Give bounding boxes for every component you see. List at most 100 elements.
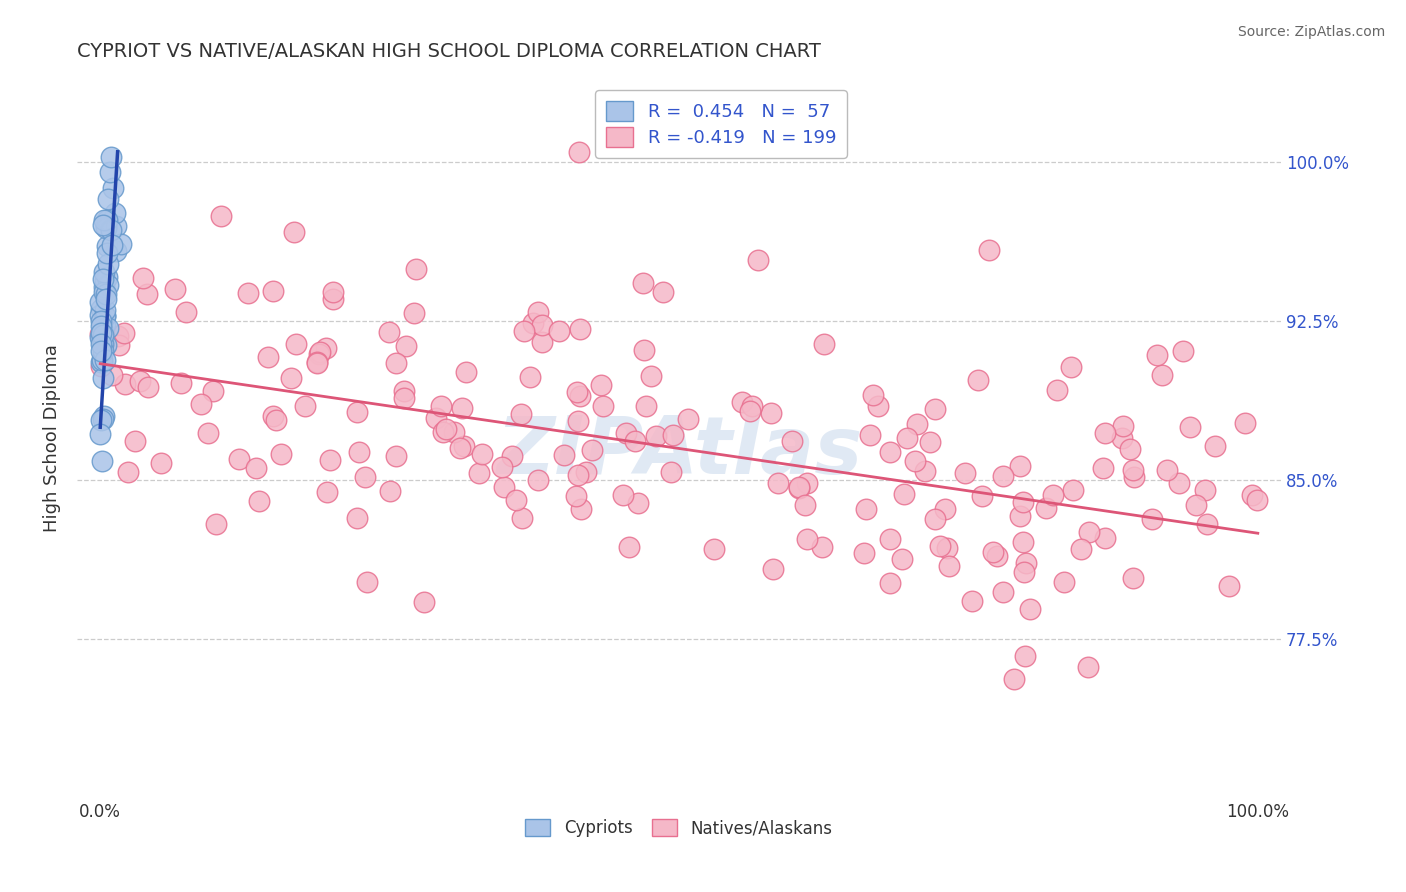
Point <box>928 539 950 553</box>
Point <box>117 465 139 479</box>
Point <box>1156 463 1178 477</box>
Point <box>283 226 305 240</box>
Point <box>346 511 368 525</box>
Point <box>813 337 835 351</box>
Point <box>93 280 115 294</box>
Point <box>94 292 117 306</box>
Point <box>315 341 337 355</box>
Point <box>1241 488 1264 502</box>
Point <box>90 413 112 427</box>
Point <box>262 284 284 298</box>
Point <box>163 282 186 296</box>
Point <box>879 576 901 591</box>
Point <box>170 376 193 390</box>
Point <box>640 369 662 384</box>
Point <box>404 306 426 320</box>
Point <box>953 466 976 480</box>
Point <box>659 465 682 479</box>
Point <box>501 449 523 463</box>
Point <box>97 257 120 271</box>
Point <box>89 294 111 309</box>
Point <box>112 326 135 340</box>
Point <box>96 286 118 301</box>
Point <box>991 469 1014 483</box>
Point <box>1152 368 1174 382</box>
Point <box>97 192 120 206</box>
Point <box>991 585 1014 599</box>
Point <box>90 353 112 368</box>
Point <box>879 532 901 546</box>
Point <box>405 261 427 276</box>
Point <box>981 544 1004 558</box>
Point <box>101 181 124 195</box>
Point <box>425 411 447 425</box>
Point <box>93 352 115 367</box>
Point <box>636 399 658 413</box>
Point <box>651 285 673 299</box>
Point <box>1094 426 1116 441</box>
Point <box>451 401 474 415</box>
Point <box>1046 383 1069 397</box>
Point <box>920 434 942 449</box>
Point <box>896 431 918 445</box>
Point <box>530 318 553 333</box>
Point <box>624 434 647 449</box>
Point <box>569 502 592 516</box>
Point <box>468 466 491 480</box>
Point <box>509 407 531 421</box>
Point <box>262 409 284 424</box>
Point <box>322 285 344 300</box>
Point <box>766 475 789 490</box>
Point <box>589 378 612 392</box>
Point <box>305 354 328 368</box>
Point <box>432 425 454 439</box>
Point <box>1070 542 1092 557</box>
Point <box>1234 416 1257 430</box>
Point <box>104 244 127 259</box>
Point <box>1123 470 1146 484</box>
Point <box>93 265 115 279</box>
Point <box>319 452 342 467</box>
Point <box>245 461 267 475</box>
Point <box>510 510 533 524</box>
Point <box>548 324 571 338</box>
Point <box>1194 483 1216 497</box>
Point <box>94 317 117 331</box>
Point <box>100 223 122 237</box>
Point <box>176 305 198 319</box>
Point <box>90 355 112 369</box>
Point <box>1053 574 1076 589</box>
Point <box>531 335 554 350</box>
Point <box>98 164 121 178</box>
Point <box>565 489 588 503</box>
Point <box>114 376 136 391</box>
Point <box>91 344 114 359</box>
Point <box>257 350 280 364</box>
Point <box>633 343 655 358</box>
Point <box>893 487 915 501</box>
Point <box>101 368 124 383</box>
Point <box>575 465 598 479</box>
Point <box>905 417 928 431</box>
Point <box>128 374 150 388</box>
Point <box>453 439 475 453</box>
Point <box>568 322 591 336</box>
Point <box>136 287 159 301</box>
Point <box>1008 458 1031 473</box>
Point <box>94 303 117 318</box>
Point <box>1077 660 1099 674</box>
Point <box>347 445 370 459</box>
Point <box>662 427 685 442</box>
Point <box>862 387 884 401</box>
Point <box>934 502 956 516</box>
Point <box>104 219 127 233</box>
Point <box>762 562 785 576</box>
Point <box>513 324 536 338</box>
Point <box>1060 360 1083 375</box>
Point <box>1014 648 1036 663</box>
Point <box>1012 494 1035 508</box>
Point <box>94 309 117 323</box>
Point <box>1112 419 1135 434</box>
Point <box>731 395 754 409</box>
Text: Source: ZipAtlas.com: Source: ZipAtlas.com <box>1237 25 1385 39</box>
